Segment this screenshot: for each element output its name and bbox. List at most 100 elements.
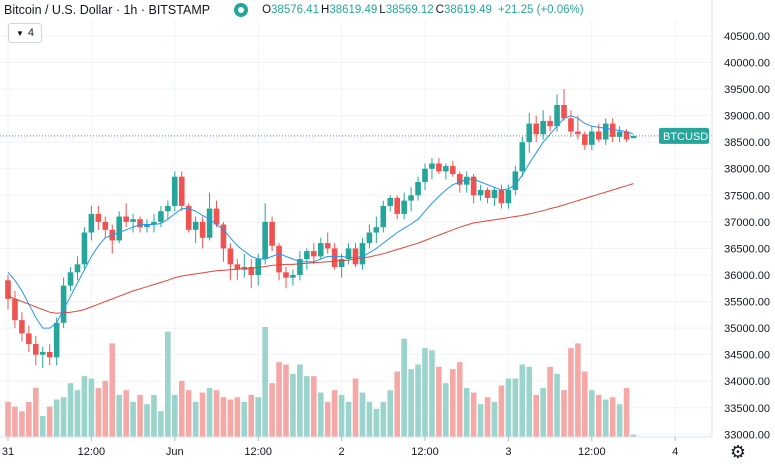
- volume-bar: [19, 411, 25, 437]
- volume-bar: [234, 397, 241, 437]
- volume-bar: [178, 380, 185, 437]
- low-value: 38569.12: [385, 4, 434, 16]
- price-tick-label: 36500.00: [724, 243, 770, 255]
- volume-bar: [554, 373, 560, 437]
- price-tick-label: 39500.00: [724, 84, 770, 96]
- volume-bar: [255, 397, 261, 437]
- candle-body: [102, 221, 109, 230]
- volume-bar: [102, 380, 109, 437]
- candle-body: [561, 104, 567, 119]
- indicators-count: 4: [27, 27, 35, 39]
- price-axis[interactable]: 33000.00 33500.00 34000.00 34500.00 35000.00…: [711, 0, 775, 465]
- candle-body: [151, 221, 157, 225]
- candle-body: [436, 163, 442, 172]
- candle-body: [450, 166, 456, 175]
- symbol-title[interactable]: Bitcoin / U.S. Dollar · 1h · BITSTAMP: [4, 3, 211, 17]
- volume-bar: [88, 378, 95, 437]
- volume-bar: [67, 383, 74, 437]
- price-tick-label: 38500.00: [724, 137, 770, 149]
- volume-bar: [151, 394, 157, 437]
- candle-body: [269, 221, 275, 246]
- change-value: +21.25 (+0.06%): [497, 4, 584, 16]
- candle-body: [554, 104, 560, 127]
- time-axis[interactable]: 31 12:00 Jun 12:00 2 12:00 3 12:00 4: [0, 436, 712, 458]
- candle-body: [137, 219, 143, 228]
- volume-bar: [109, 343, 116, 437]
- candle-body: [5, 280, 11, 299]
- candle-body: [568, 118, 574, 132]
- volume-bar: [317, 392, 324, 437]
- volume-bar: [519, 364, 526, 437]
- candle-body: [88, 213, 95, 233]
- volume-bar: [290, 373, 296, 437]
- high-value: 38619.49: [329, 4, 378, 16]
- candle-body: [338, 259, 345, 268]
- candle-body: [144, 224, 150, 228]
- candle-body: [172, 176, 178, 206]
- volume-bar: [248, 394, 255, 437]
- volume-bar: [408, 369, 414, 437]
- candle-body: [540, 120, 546, 135]
- indicators-toggle[interactable]: ▼ 4: [8, 23, 42, 43]
- volume-bar: [262, 327, 268, 437]
- gear-icon[interactable]: ⚙: [729, 442, 747, 462]
- candle-body: [616, 131, 623, 137]
- candle-body: [39, 352, 46, 355]
- candle-body: [602, 123, 609, 140]
- price-tick-label: 37000.00: [724, 217, 770, 229]
- candle-body: [74, 264, 81, 273]
- volume-bar: [158, 411, 164, 437]
- candle-body: [582, 134, 588, 145]
- volume-bar: [123, 390, 129, 437]
- candle-body: [373, 227, 380, 233]
- volume-bar: [561, 390, 567, 437]
- candle-body: [470, 176, 477, 196]
- volume-bar: [443, 383, 449, 437]
- volume-bar: [498, 385, 505, 437]
- candle-body: [185, 205, 192, 230]
- time-tick-label: 12:00: [411, 446, 439, 458]
- price-tag-label: BTCUSD: [663, 131, 708, 143]
- volume-bar: [616, 404, 623, 437]
- volume-bar: [311, 376, 317, 437]
- candle-body: [408, 195, 414, 201]
- candle-body: [158, 211, 164, 222]
- candle-body: [477, 189, 484, 196]
- candle-body: [262, 221, 268, 260]
- volume-bar: [345, 401, 352, 437]
- volume-bar: [33, 387, 39, 437]
- volume-bar: [450, 369, 456, 437]
- time-tick-label: 2: [339, 446, 345, 458]
- volume-bar: [46, 406, 53, 437]
- candle-body: [311, 251, 317, 257]
- btcusd-price-tag: BTCUSD: [659, 127, 709, 144]
- volume-bar: [185, 390, 192, 437]
- candle-body: [276, 245, 282, 273]
- volume-bar: [283, 364, 289, 437]
- candle-body: [290, 274, 296, 278]
- low-label: L: [379, 4, 386, 16]
- volume-bar: [505, 378, 512, 437]
- candle-body: [248, 267, 255, 275]
- volume-bar: [12, 406, 18, 437]
- volume-bar: [213, 390, 220, 437]
- time-tick-label: 12:00: [578, 446, 606, 458]
- volume-bar: [366, 401, 373, 437]
- candle-body: [220, 224, 227, 249]
- candle-body: [130, 219, 136, 222]
- price-tick-label: 35000.00: [724, 323, 770, 335]
- candle-body: [498, 189, 505, 204]
- volume-bar: [463, 387, 470, 437]
- candle-body: [324, 243, 331, 249]
- candle-body: [526, 123, 533, 143]
- volume-bar: [95, 387, 102, 437]
- volume-bar: [297, 364, 303, 437]
- volume-bar: [491, 401, 498, 437]
- price-tick-label: 40000.00: [724, 57, 770, 69]
- candle-body: [227, 248, 234, 265]
- volume-bar: [276, 362, 282, 437]
- volume-bar: [568, 348, 574, 437]
- candle-body: [67, 272, 74, 286]
- ma-slow-line: [7, 183, 634, 314]
